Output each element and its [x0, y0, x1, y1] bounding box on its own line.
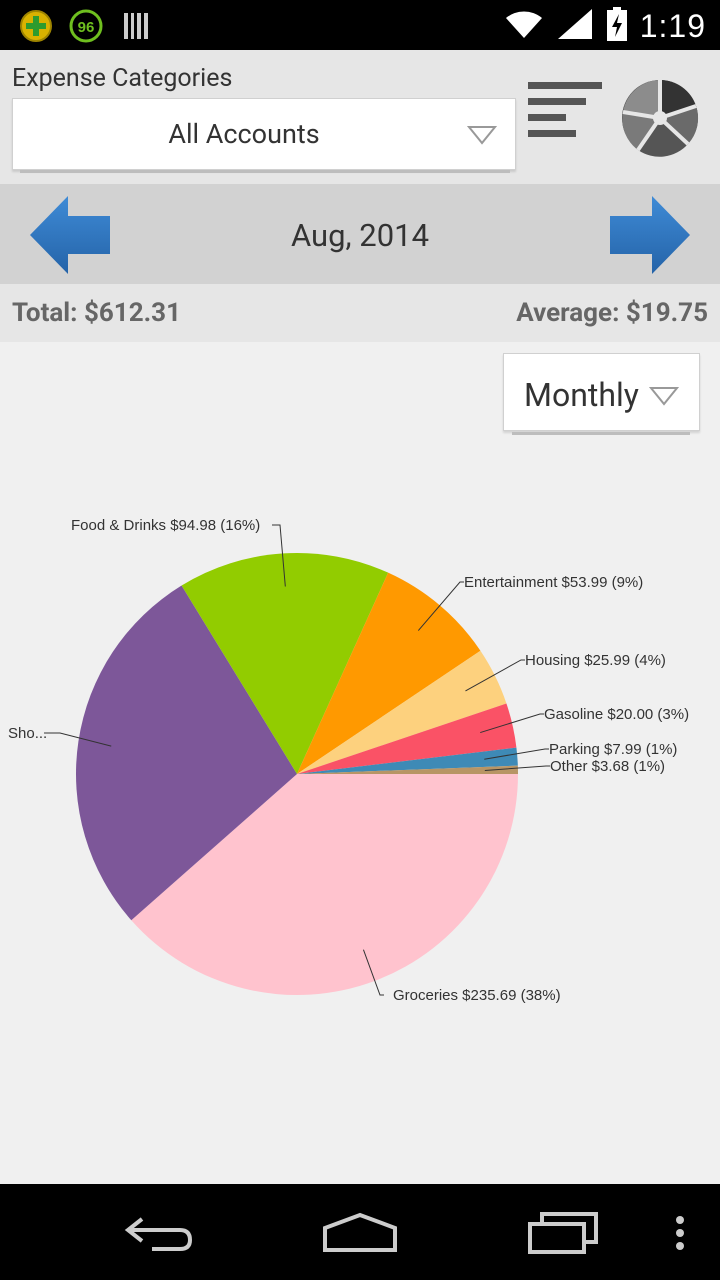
pie-label-gasoline: Gasoline $20.00 (3%) [544, 706, 689, 723]
signal-icon [556, 7, 594, 45]
header: Expense Categories All Accounts [0, 50, 720, 184]
period-dropdown[interactable]: Monthly [503, 353, 700, 431]
account-dropdown[interactable]: All Accounts [12, 98, 516, 170]
pie-leader-line [480, 713, 544, 734]
pie-label-entertainment: Entertainment $53.99 (9%) [464, 574, 643, 591]
pie-label-housing: Housing $25.99 (4%) [525, 652, 666, 669]
pie-chart-icon[interactable] [618, 76, 702, 160]
recent-apps-icon[interactable] [522, 1198, 602, 1268]
chart-area: Groceries $235.69 (38%) Sho... Food & Drin… [0, 342, 720, 1184]
pie-leader-line [484, 765, 550, 771]
progress-96-icon: 96 [68, 8, 104, 44]
battery-charging-icon [606, 6, 628, 46]
pie-label-parking: Parking $7.99 (1%) [549, 741, 677, 758]
pie-label-groceries: Groceries $235.69 (38%) [393, 987, 561, 1004]
pie-leader-line [272, 524, 286, 587]
barcode-icon [118, 8, 154, 44]
pie-leader-line [362, 949, 384, 996]
bar-list-icon[interactable] [524, 80, 604, 150]
plus-circle-icon [18, 8, 54, 44]
pie-slice-sho[interactable] [75, 585, 297, 921]
notif-badge-text: 96 [78, 19, 95, 36]
dropdown-triangle-icon [648, 386, 680, 410]
menu-icon[interactable] [660, 1198, 700, 1268]
account-dropdown-value: All Accounts [168, 118, 320, 150]
pie-slice-parking[interactable] [297, 747, 518, 774]
arrow-left-icon[interactable] [28, 194, 112, 276]
pie-slice-entertainment[interactable] [297, 572, 481, 774]
expense-pie-chart[interactable]: Groceries $235.69 (38%) Sho... Food & Drin… [0, 342, 720, 1184]
pie-slice-food-drinks[interactable] [181, 553, 389, 774]
pie-slice-groceries[interactable] [131, 774, 518, 996]
back-icon[interactable] [118, 1198, 198, 1268]
pie-label-food-drinks: Food & Drinks $94.98 (16%) [71, 517, 260, 534]
totals-bar: Total: $612.31 Average: $19.75 [0, 284, 720, 342]
dropdown-triangle-icon [466, 125, 498, 149]
period-dropdown-value: Monthly [524, 376, 639, 414]
wifi-icon [504, 8, 544, 44]
pie-leader-line [484, 748, 549, 760]
pie-label-other: Other $3.68 (1%) [550, 758, 665, 775]
pie-leader-line [465, 659, 525, 692]
pie-leader-line [417, 581, 464, 631]
arrow-right-icon[interactable] [608, 194, 692, 276]
pie-slice-housing[interactable] [297, 650, 507, 774]
page-title: Expense Categories [12, 64, 233, 93]
dropdown-underline [20, 170, 510, 173]
status-bar: 96 [0, 0, 720, 50]
pie-slice-other[interactable] [297, 765, 518, 774]
clock: 1:19 [639, 7, 706, 44]
total-amount: Total: $612.31 [12, 298, 182, 328]
pie-slice-gasoline[interactable] [297, 703, 517, 774]
system-nav-bar [0, 1184, 720, 1280]
dropdown-underline [512, 432, 690, 435]
month-navigator: Aug, 2014 [0, 184, 720, 284]
pie-label-sho: Sho... [8, 725, 47, 742]
current-month: Aug, 2014 [290, 217, 430, 254]
average-amount: Average: $19.75 [516, 298, 708, 328]
home-icon[interactable] [320, 1198, 400, 1268]
system-status: 1:19 [504, 6, 706, 46]
pie-leader-line [44, 732, 112, 747]
notification-icons: 96 [18, 8, 154, 44]
